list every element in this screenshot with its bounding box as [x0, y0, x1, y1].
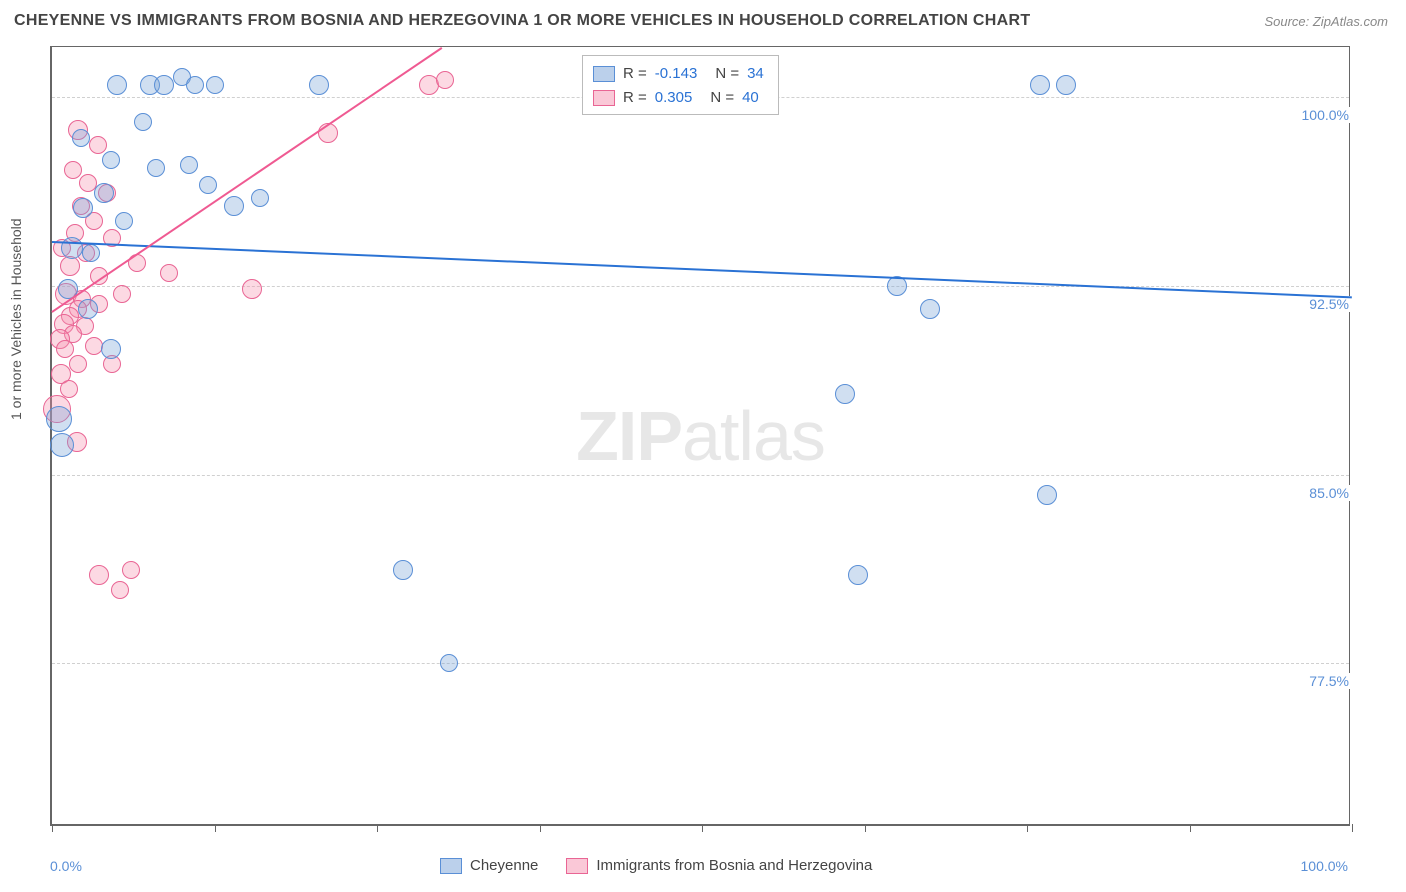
data-point	[440, 654, 458, 672]
data-point	[89, 565, 109, 585]
data-point	[206, 76, 224, 94]
source-attribution: Source: ZipAtlas.com	[1264, 14, 1388, 29]
data-point	[115, 212, 133, 230]
x-tick	[215, 824, 216, 832]
y-tick-label: 77.5%	[1305, 673, 1353, 689]
data-point	[82, 244, 100, 262]
y-axis-label: 1 or more Vehicles in Household	[8, 218, 24, 420]
data-point	[309, 75, 329, 95]
data-point	[1030, 75, 1050, 95]
x-tick	[1027, 824, 1028, 832]
data-point	[835, 384, 855, 404]
data-point	[102, 151, 120, 169]
data-point	[94, 183, 114, 203]
y-tick-label: 85.0%	[1305, 485, 1353, 501]
swatch-cheyenne	[593, 66, 615, 82]
data-point	[1056, 75, 1076, 95]
data-point	[101, 339, 121, 359]
data-point	[64, 161, 82, 179]
data-point	[69, 355, 87, 373]
x-tick	[702, 824, 703, 832]
data-point	[107, 75, 127, 95]
data-point	[72, 129, 90, 147]
data-point	[160, 264, 178, 282]
legend-swatch-b	[566, 858, 588, 874]
data-point	[154, 75, 174, 95]
data-point	[1037, 485, 1057, 505]
swatch-bosnia	[593, 90, 615, 106]
data-point	[436, 71, 454, 89]
x-axis-min-label: 0.0%	[50, 858, 82, 874]
legend-label-b: Immigrants from Bosnia and Herzegovina	[596, 857, 872, 874]
data-point	[50, 433, 74, 457]
x-axis-max-label: 100.0%	[1301, 858, 1348, 874]
data-point	[147, 159, 165, 177]
data-point	[111, 581, 129, 599]
data-point	[242, 279, 262, 299]
series-legend: Cheyenne Immigrants from Bosnia and Herz…	[440, 857, 872, 874]
data-point	[186, 76, 204, 94]
chart-title: CHEYENNE VS IMMIGRANTS FROM BOSNIA AND H…	[14, 12, 1030, 30]
x-tick	[377, 824, 378, 832]
data-point	[113, 285, 131, 303]
x-tick	[865, 824, 866, 832]
data-point	[134, 113, 152, 131]
data-point	[46, 406, 72, 432]
data-point	[56, 340, 74, 358]
gridline	[52, 663, 1349, 664]
data-point	[920, 299, 940, 319]
data-point	[78, 299, 98, 319]
x-tick	[52, 824, 53, 832]
x-tick	[1190, 824, 1191, 832]
data-point	[199, 176, 217, 194]
data-point	[73, 198, 93, 218]
data-point	[393, 560, 413, 580]
data-point	[180, 156, 198, 174]
data-point	[224, 196, 244, 216]
legend-label-a: Cheyenne	[470, 857, 538, 874]
correlation-legend: R = -0.143 N = 34 R = 0.305 N = 40	[582, 55, 779, 115]
data-point	[251, 189, 269, 207]
x-tick	[1352, 824, 1353, 832]
gridline	[52, 475, 1349, 476]
data-point	[848, 565, 868, 585]
data-point	[122, 561, 140, 579]
legend-swatch-a	[440, 858, 462, 874]
x-tick	[540, 824, 541, 832]
data-point	[89, 136, 107, 154]
plot-area: 77.5%85.0%92.5%100.0% ZIPatlas R = -0.14…	[50, 46, 1350, 826]
y-tick-label: 100.0%	[1298, 107, 1353, 123]
